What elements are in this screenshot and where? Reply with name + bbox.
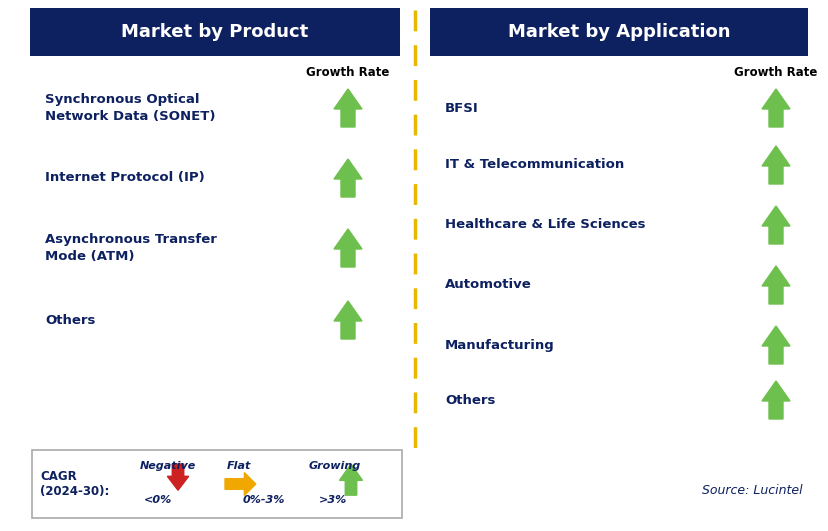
Text: Negative: Negative (140, 461, 196, 471)
Text: Growth Rate: Growth Rate (306, 65, 389, 79)
Text: CAGR
(2024-30):: CAGR (2024-30): (40, 469, 109, 499)
Polygon shape (224, 473, 256, 495)
Bar (30, 8, 400, 56)
Text: Market by Application: Market by Application (507, 23, 729, 41)
Polygon shape (334, 229, 362, 267)
Text: Synchronous Optical
Network Data (SONET): Synchronous Optical Network Data (SONET) (45, 93, 215, 123)
Text: Healthcare & Life Sciences: Healthcare & Life Sciences (445, 218, 645, 232)
Polygon shape (167, 464, 189, 490)
Text: Flat: Flat (227, 461, 251, 471)
Text: Growth Rate: Growth Rate (734, 65, 816, 79)
Bar (430, 8, 807, 56)
Polygon shape (761, 206, 789, 244)
Text: Source: Lucintel: Source: Lucintel (701, 484, 802, 496)
Text: Internet Protocol (IP): Internet Protocol (IP) (45, 172, 205, 184)
Polygon shape (761, 146, 789, 184)
Polygon shape (334, 301, 362, 339)
Polygon shape (761, 266, 789, 304)
Text: Asynchronous Transfer
Mode (ATM): Asynchronous Transfer Mode (ATM) (45, 233, 217, 263)
Text: Growing: Growing (309, 461, 361, 471)
Text: <0%: <0% (144, 495, 172, 505)
Polygon shape (334, 159, 362, 197)
Polygon shape (761, 326, 789, 364)
Text: BFSI: BFSI (445, 101, 479, 115)
Text: Manufacturing: Manufacturing (445, 338, 554, 352)
Bar (32, 450, 402, 518)
Text: Market by Product: Market by Product (121, 23, 308, 41)
Polygon shape (761, 381, 789, 419)
Text: Others: Others (45, 313, 95, 327)
Polygon shape (761, 89, 789, 127)
Polygon shape (334, 89, 362, 127)
Text: Others: Others (445, 393, 495, 407)
Text: 0%-3%: 0%-3% (243, 495, 285, 505)
Text: >3%: >3% (319, 495, 347, 505)
Text: IT & Telecommunication: IT & Telecommunication (445, 158, 623, 172)
Polygon shape (339, 464, 362, 495)
Text: Automotive: Automotive (445, 278, 531, 292)
